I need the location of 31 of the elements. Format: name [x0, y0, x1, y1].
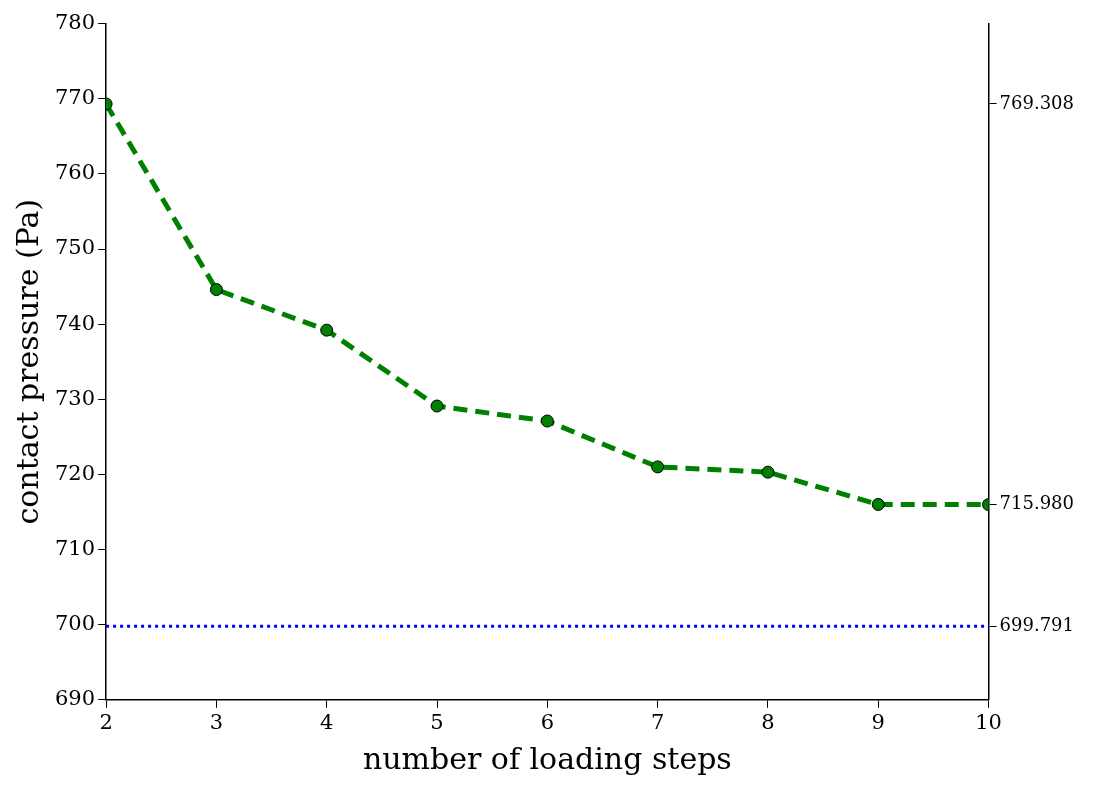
x-tick-label: 6: [540, 709, 555, 734]
y-tick-label: 780: [54, 10, 96, 35]
y-tick-label: 710: [54, 535, 96, 560]
x-tick-label: 9: [871, 709, 885, 734]
y-tick-label: 690: [54, 686, 96, 711]
x-tick-label: 4: [320, 709, 334, 734]
x-axis-title: number of loading steps: [362, 740, 732, 776]
x-tick-label: 10: [975, 709, 1002, 734]
x-tick-label: 2: [99, 709, 113, 734]
y-tick-label: 700: [54, 611, 96, 636]
point: [651, 460, 665, 474]
y-tick-label: 740: [54, 310, 96, 335]
point: [320, 323, 334, 337]
point: [761, 465, 775, 479]
point: [209, 283, 223, 297]
y-tick-label: 770: [54, 85, 96, 110]
x-tick-label: 5: [430, 709, 444, 734]
point: [430, 399, 444, 413]
y2-tick-label: 699.791: [999, 613, 1074, 635]
y-tick-label: 720: [54, 460, 96, 485]
x-tick-label: 3: [209, 709, 224, 734]
x-tick-label: 8: [761, 709, 775, 734]
y-tick-label: 750: [54, 235, 96, 260]
y-tick-label: 760: [54, 160, 96, 185]
y-axis-title: contact pressure (Pa): [9, 198, 45, 525]
point: [540, 414, 554, 428]
x-tick-label: 7: [650, 709, 665, 734]
y-tick-label: 730: [54, 385, 96, 410]
point: [871, 497, 885, 511]
y2-tick-label: 715.980: [999, 492, 1074, 514]
y2-tick-label: 769.308: [999, 91, 1074, 113]
